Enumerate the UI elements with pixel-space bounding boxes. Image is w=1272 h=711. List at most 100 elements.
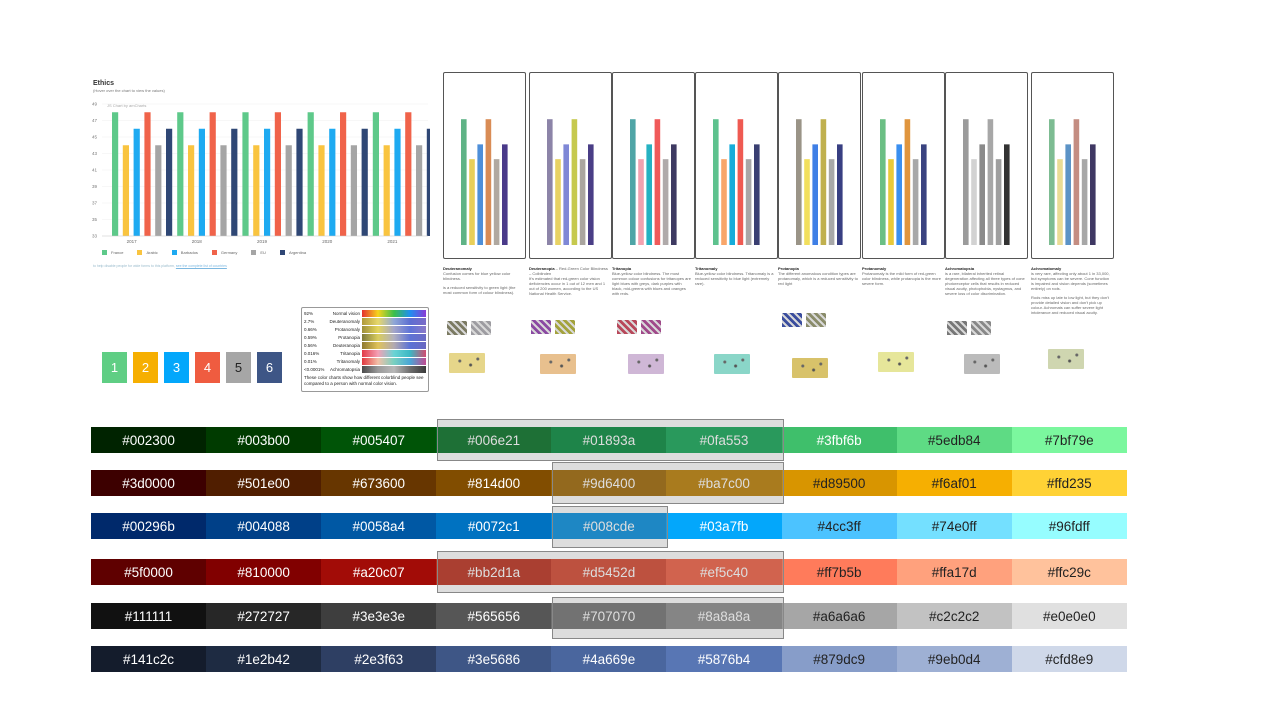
bar[interactable] (198, 128, 205, 236)
palette-swatch[interactable]: #c2c2c2 (896, 603, 1012, 629)
palette-swatch[interactable]: #cfd8e9 (1011, 646, 1127, 672)
colorblind-panel[interactable] (778, 72, 861, 259)
colorblind-panel[interactable] (695, 72, 778, 259)
colorblind-panel[interactable] (1031, 72, 1114, 259)
bar[interactable] (188, 145, 195, 236)
palette-swatch[interactable]: #ffa17d (896, 559, 1012, 585)
bar[interactable] (296, 128, 303, 236)
legend-item[interactable]: Barbados (171, 250, 198, 255)
bar[interactable] (394, 128, 401, 236)
palette-swatch[interactable]: #810000 (206, 559, 322, 585)
palette-swatch[interactable]: #0072c1 (436, 513, 552, 539)
palette-swatch[interactable]: #008cde (551, 513, 667, 539)
bar[interactable] (350, 145, 357, 236)
palette-swatch[interactable]: #ff7b5b (781, 559, 897, 585)
bar[interactable] (209, 112, 216, 236)
palette-swatch[interactable]: #673600 (321, 470, 437, 496)
palette-swatch[interactable]: #3fbf6b (781, 427, 897, 453)
colorblind-panel[interactable] (529, 72, 612, 259)
palette-swatch[interactable]: #814d00 (436, 470, 552, 496)
palette-swatch[interactable]: #565656 (436, 603, 552, 629)
palette-swatch[interactable]: #0058a4 (321, 513, 437, 539)
palette-swatch[interactable]: #002300 (91, 427, 207, 453)
palette-swatch[interactable]: #3e5686 (436, 646, 552, 672)
bar[interactable] (133, 128, 140, 236)
bar[interactable] (285, 145, 292, 236)
bar[interactable] (274, 112, 281, 236)
palette-swatch[interactable]: #96fdff (1011, 513, 1127, 539)
palette-swatch[interactable]: #9d6400 (551, 470, 667, 496)
palette-swatch[interactable]: #2e3f63 (321, 646, 437, 672)
palette-swatch[interactable]: #3d0000 (91, 470, 207, 496)
bar[interactable] (166, 128, 173, 236)
bar[interactable] (416, 145, 423, 236)
palette-swatch[interactable]: #005407 (321, 427, 437, 453)
bar[interactable] (340, 112, 347, 236)
bar[interactable] (405, 112, 412, 236)
palette-swatch[interactable]: #00296b (91, 513, 207, 539)
bar[interactable] (383, 145, 390, 236)
palette-swatch[interactable]: #5876b4 (666, 646, 782, 672)
bar[interactable] (329, 128, 336, 236)
bar[interactable] (318, 145, 325, 236)
legend-item[interactable]: Argentina (279, 250, 306, 255)
palette-swatch[interactable]: #f6af01 (896, 470, 1012, 496)
bar[interactable] (307, 112, 314, 236)
colorblind-panel[interactable] (443, 72, 526, 259)
palette-swatch[interactable]: #01893a (551, 427, 667, 453)
bar[interactable] (177, 112, 184, 236)
ethics-plot[interactable]: 49 47 45 43 41 39 37 35 33 2017 2018 2019 2020 2021 (90, 96, 430, 251)
palette-swatch[interactable]: #003b00 (206, 427, 322, 453)
palette-swatch[interactable]: #879dc9 (781, 646, 897, 672)
palette-swatch[interactable]: #004088 (206, 513, 322, 539)
legend-item[interactable]: EU (251, 250, 266, 255)
palette-swatch[interactable]: #8a8a8a (666, 603, 782, 629)
chart-note-link[interactable]: see the complete list of countries (175, 264, 227, 268)
palette-swatch[interactable]: #ba7c00 (666, 470, 782, 496)
palette-swatch[interactable]: #a6a6a6 (781, 603, 897, 629)
bar[interactable] (264, 128, 271, 236)
palette-swatch[interactable]: #5edb84 (896, 427, 1012, 453)
bar[interactable] (242, 112, 249, 236)
colorblind-panel[interactable] (612, 72, 695, 259)
colorblind-panel[interactable] (945, 72, 1028, 259)
bar[interactable] (372, 112, 379, 236)
palette-swatch[interactable]: #a20c07 (321, 559, 437, 585)
bar[interactable] (220, 145, 227, 236)
ethics-chart[interactable]: Ethics (Hover over the chart to view the… (90, 78, 430, 273)
palette-swatch[interactable]: #e0e0e0 (1011, 603, 1127, 629)
legend-item[interactable]: France (102, 250, 123, 255)
palette-swatch[interactable]: #7bf79e (1011, 427, 1127, 453)
bar[interactable] (231, 128, 238, 236)
bar[interactable] (155, 145, 162, 236)
palette-swatch[interactable]: #d5452d (551, 559, 667, 585)
palette-swatch[interactable]: #0fa553 (666, 427, 782, 453)
palette-swatch[interactable]: #4cc3ff (781, 513, 897, 539)
bar[interactable] (122, 145, 129, 236)
bar[interactable] (361, 128, 368, 236)
palette-swatch[interactable]: #501e00 (206, 470, 322, 496)
palette-swatch[interactable]: #707070 (551, 603, 667, 629)
bar[interactable] (112, 112, 119, 236)
palette-swatch[interactable]: #9eb0d4 (896, 646, 1012, 672)
palette-swatch[interactable]: #006e21 (436, 427, 552, 453)
palette-swatch[interactable]: #ef5c40 (666, 559, 782, 585)
palette-swatch[interactable]: #272727 (206, 603, 322, 629)
palette-swatch[interactable]: #5f0000 (91, 559, 207, 585)
bar[interactable] (144, 112, 151, 236)
palette-swatch[interactable]: #111111 (91, 603, 207, 629)
bar[interactable] (426, 128, 430, 236)
palette-swatch[interactable]: #4a669e (551, 646, 667, 672)
colorblind-panel[interactable] (862, 72, 945, 259)
palette-swatch[interactable]: #74e0ff (896, 513, 1012, 539)
palette-swatch[interactable]: #3e3e3e (321, 603, 437, 629)
bar[interactable] (253, 145, 260, 236)
palette-swatch[interactable]: #bb2d1a (436, 559, 552, 585)
palette-swatch[interactable]: #1e2b42 (206, 646, 322, 672)
palette-swatch[interactable]: #141c2c (91, 646, 207, 672)
palette-swatch[interactable]: #ffc29c (1011, 559, 1127, 585)
legend-item[interactable]: Arabic (137, 250, 158, 255)
palette-swatch[interactable]: #ffd235 (1011, 470, 1127, 496)
legend-item[interactable]: Germany (211, 250, 237, 255)
palette-swatch[interactable]: #03a7fb (666, 513, 782, 539)
